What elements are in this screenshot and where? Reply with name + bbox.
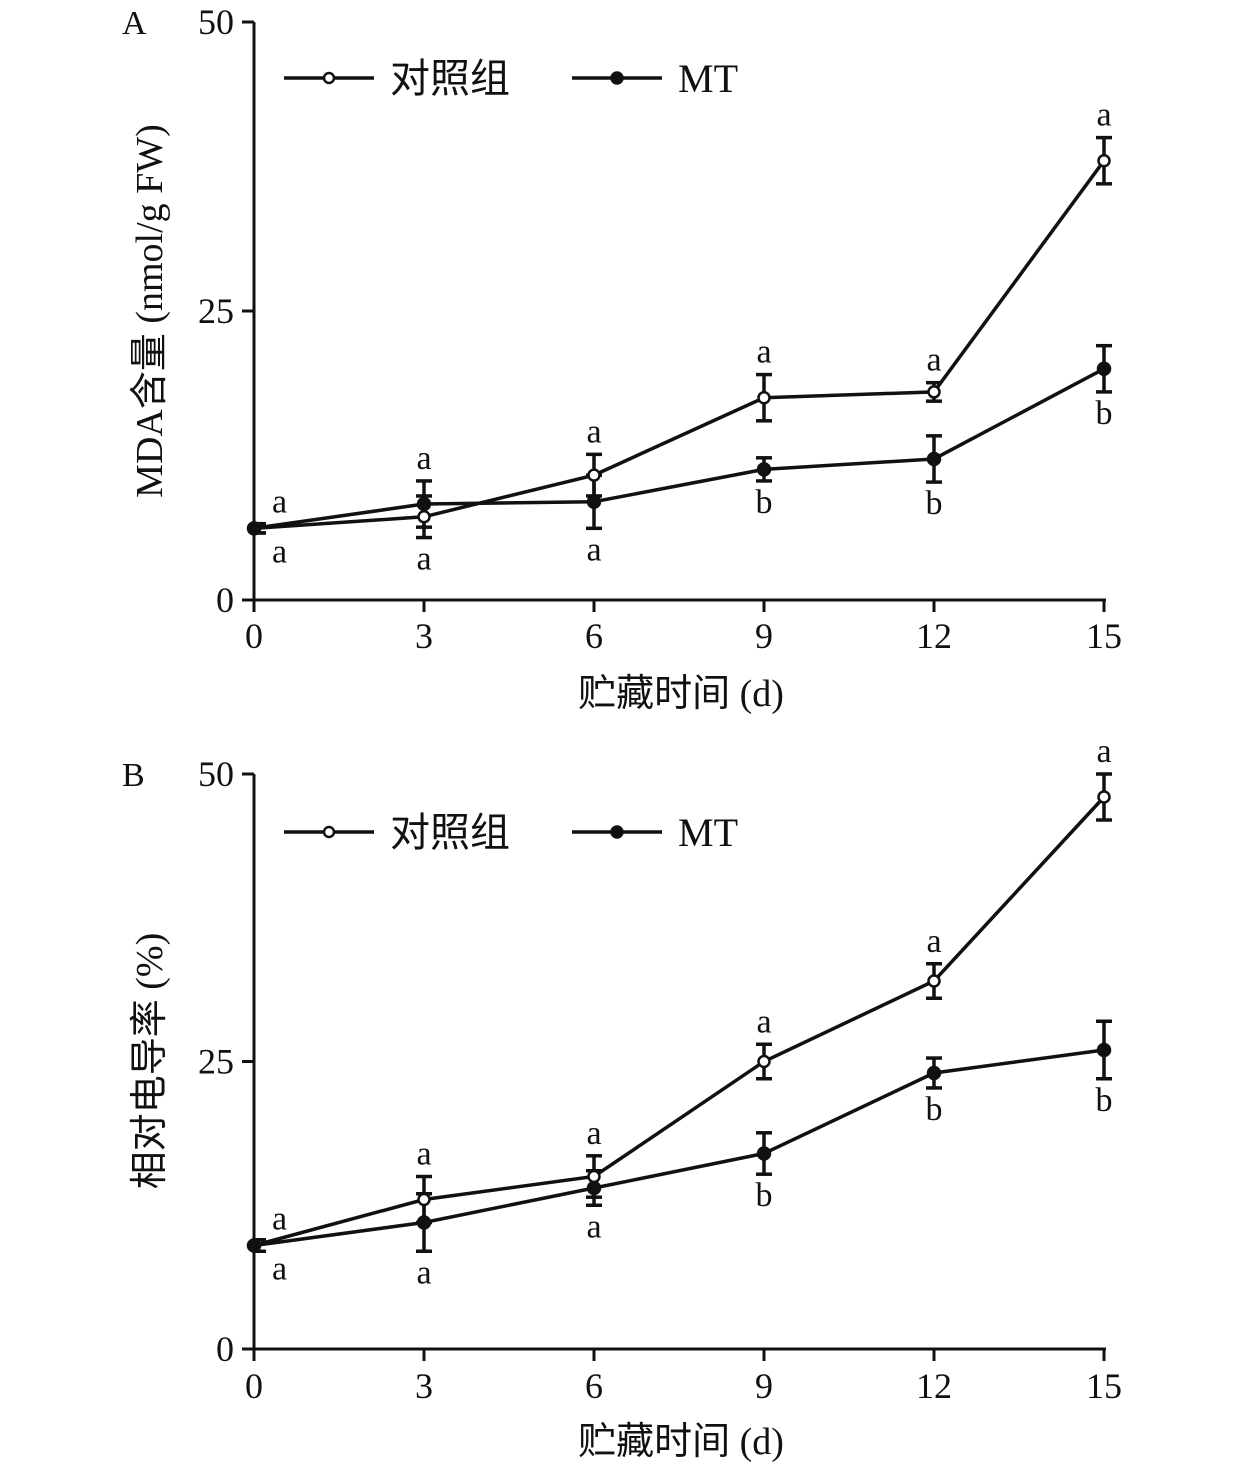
data-point-mt <box>416 1215 432 1230</box>
x-tick-label: 15 <box>1086 616 1122 656</box>
significance-letter: a <box>272 533 287 570</box>
data-point-mt <box>756 1146 772 1161</box>
y-tick-label: 25 <box>198 291 234 331</box>
legend-label: MT <box>678 810 738 855</box>
data-point-mt <box>1096 1042 1112 1058</box>
significance-letter: b <box>1096 395 1113 432</box>
data-point-control <box>927 974 941 988</box>
x-tick-label: 0 <box>245 1366 263 1406</box>
significance-letter: a <box>586 1115 601 1152</box>
x-tick-label: 6 <box>585 616 603 656</box>
data-point-mt <box>1096 361 1112 377</box>
data-point-control <box>1097 790 1111 804</box>
data-point-mt <box>586 494 602 509</box>
series-line-control <box>253 795 1106 1248</box>
data-point-mt <box>246 1238 262 1253</box>
significance-letter: a <box>272 483 287 520</box>
data-point-control <box>587 1169 601 1184</box>
significance-letter: a <box>926 923 941 960</box>
y-tick-label: 0 <box>216 1329 234 1369</box>
legend-label: 对照组 <box>390 810 510 855</box>
y-tick-label: 25 <box>198 1042 234 1082</box>
legend-marker <box>322 825 336 839</box>
x-tick-label: 0 <box>245 616 263 656</box>
series-line-mt <box>253 1048 1105 1248</box>
significance-letter: a <box>416 1254 431 1291</box>
series-line-mt <box>253 367 1105 531</box>
significance-letter: a <box>416 1136 431 1173</box>
significance-letter: a <box>272 1201 287 1238</box>
data-point-mt <box>926 451 942 467</box>
x-tick-label: 12 <box>916 616 952 656</box>
significance-letter: a <box>1096 733 1111 770</box>
significance-letter: a <box>756 1003 771 1040</box>
data-point-control <box>757 1054 771 1069</box>
y-tick-label: 50 <box>198 754 234 794</box>
x-tick-label: 3 <box>415 616 433 656</box>
significance-letter: b <box>926 485 943 522</box>
significance-letter: b <box>756 484 773 521</box>
x-tick-label: 15 <box>1086 1366 1122 1406</box>
data-point-mt <box>926 1065 942 1081</box>
panel-a-chart: 0 25 50 0 3 6 9 12 15 贮藏时间 (d) MDA含量 (nmol/g FW) 对照… <box>129 2 1122 715</box>
legend-marker <box>610 71 624 85</box>
data-point-mt <box>246 521 262 536</box>
significance-letter: b <box>926 1091 943 1128</box>
y-tick-label: 50 <box>198 2 234 42</box>
y-tick-label: 0 <box>216 580 234 620</box>
significance-letter: a <box>1096 97 1111 134</box>
significance-letter: a <box>586 1208 601 1245</box>
legend-label: MT <box>678 56 738 101</box>
significance-letter: b <box>756 1177 773 1214</box>
legend-marker <box>610 825 624 839</box>
x-tick-label: 6 <box>585 1366 603 1406</box>
x-tick-label: 3 <box>415 1366 433 1406</box>
significance-letter: a <box>926 342 941 379</box>
data-point-control <box>417 510 431 524</box>
panel-a-letter: A <box>122 5 147 42</box>
data-point-control <box>757 390 771 405</box>
x-axis-title: 贮藏时间 (d) <box>578 673 784 715</box>
significance-letter: a <box>586 413 601 450</box>
data-point-control <box>417 1192 431 1207</box>
x-tick-label: 12 <box>916 1366 952 1406</box>
significance-letter: a <box>416 440 431 477</box>
significance-letter: b <box>1096 1082 1113 1119</box>
series-line-control <box>253 159 1106 531</box>
legend-label: 对照组 <box>390 56 510 101</box>
data-point-control <box>1097 153 1111 168</box>
x-tick-label: 9 <box>755 1366 773 1406</box>
significance-letter: a <box>586 531 601 568</box>
significance-letter: a <box>756 334 771 371</box>
data-point-mt <box>586 1180 602 1196</box>
data-point-control <box>927 385 941 399</box>
significance-letter: a <box>416 541 431 578</box>
x-tick-label: 9 <box>755 616 773 656</box>
x-axis-title: 贮藏时间 (d) <box>578 1421 784 1463</box>
significance-letter: a <box>272 1251 287 1288</box>
y-axis-title: MDA含量 (nmol/g FW) <box>129 124 171 498</box>
data-point-mt <box>416 496 432 512</box>
data-point-mt <box>756 462 772 477</box>
data-point-control <box>587 468 601 482</box>
legend-marker <box>322 71 336 85</box>
panel-b-letter: B <box>122 757 145 794</box>
y-axis-title: 相对电导率 (%) <box>129 933 171 1189</box>
